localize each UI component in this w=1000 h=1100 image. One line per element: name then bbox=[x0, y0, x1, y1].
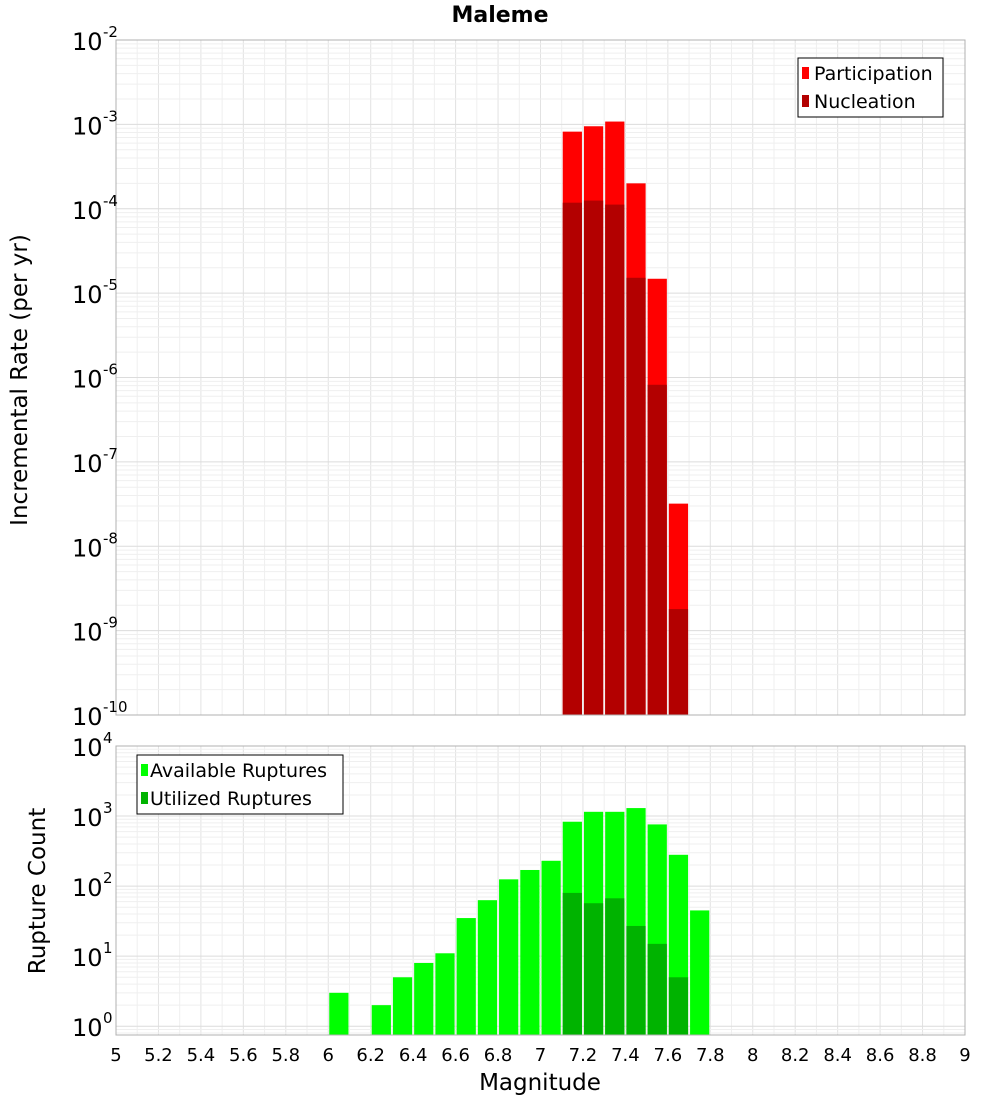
available-bar bbox=[456, 918, 476, 1035]
x-tick-label: 8.6 bbox=[866, 1045, 895, 1066]
available-bar bbox=[499, 879, 519, 1035]
x-axis-label: Magnitude bbox=[479, 1070, 601, 1096]
utilized-bar bbox=[647, 943, 667, 1035]
count-bars bbox=[329, 808, 710, 1035]
nucleation-bar bbox=[605, 204, 625, 715]
participation-legend-swatch bbox=[802, 67, 809, 79]
nucleation-bar bbox=[562, 202, 582, 716]
available-bar bbox=[435, 953, 455, 1035]
available-legend-label: Available Ruptures bbox=[150, 760, 327, 782]
utilized-legend-label: Utilized Ruptures bbox=[150, 788, 312, 810]
x-tick-label: 6.6 bbox=[441, 1045, 470, 1066]
available-bar bbox=[477, 900, 498, 1035]
x-tick-label: 6.4 bbox=[399, 1045, 428, 1066]
available-bar bbox=[392, 977, 413, 1035]
utilized-bar bbox=[668, 977, 689, 1035]
available-bar bbox=[520, 869, 540, 1035]
x-tick-label: 7.8 bbox=[696, 1045, 725, 1066]
rate-y-tick-label: 10 bbox=[72, 366, 103, 394]
x-tick-label: 5.6 bbox=[229, 1045, 258, 1066]
x-tick-label: 5 bbox=[110, 1045, 121, 1066]
rate-plot-frame bbox=[115, 39, 966, 716]
x-tick-label: 6.8 bbox=[484, 1045, 513, 1066]
rate-y-tick-exponent: -8 bbox=[103, 529, 118, 547]
rate-y-tick-label: 10 bbox=[72, 619, 103, 647]
rate-legend: Participation Nucleation bbox=[797, 57, 944, 118]
nucleation-legend-swatch bbox=[802, 95, 809, 107]
rate-grid bbox=[116, 40, 965, 715]
nucleation-bar bbox=[647, 384, 667, 715]
rate-y-tick-label: 10 bbox=[72, 28, 103, 56]
x-tick-label: 9 bbox=[959, 1045, 970, 1066]
rate-y-tick-label: 10 bbox=[72, 197, 103, 225]
x-tick-label: 5.4 bbox=[187, 1045, 216, 1066]
rate-y-tick-exponent: -3 bbox=[103, 107, 118, 125]
rate-y-tick-label: 10 bbox=[72, 450, 103, 478]
nucleation-bar bbox=[583, 200, 604, 715]
chart-title: Maleme bbox=[451, 3, 548, 28]
count-y-tick-exponent: 1 bbox=[103, 939, 113, 957]
x-tick-label: 7.2 bbox=[569, 1045, 598, 1066]
rate-y-tick-label: 10 bbox=[72, 703, 103, 731]
utilized-bar bbox=[626, 925, 646, 1035]
rate-legend-box bbox=[797, 57, 944, 118]
rate-bars bbox=[562, 121, 689, 716]
rate-y-tick-exponent: -7 bbox=[103, 445, 118, 463]
rate-y-tick-exponent: -6 bbox=[103, 361, 118, 379]
rate-y-axis-label: Incremental Rate (per yr) bbox=[7, 234, 33, 526]
rate-y-tick-exponent: -10 bbox=[103, 698, 128, 716]
participation-legend-label: Participation bbox=[814, 63, 933, 85]
count-y-tick-label: 10 bbox=[72, 944, 103, 972]
x-tick-label: 7.4 bbox=[611, 1045, 640, 1066]
x-tick-label: 8.4 bbox=[823, 1045, 852, 1066]
utilized-legend-swatch bbox=[141, 792, 148, 804]
count-y-tick-label: 10 bbox=[72, 804, 103, 832]
x-tick-label: 5.2 bbox=[144, 1045, 173, 1066]
rate-y-tick-exponent: -4 bbox=[103, 192, 118, 210]
count-y-tick-exponent: 2 bbox=[103, 869, 113, 887]
rate-y-tick-label: 10 bbox=[72, 112, 103, 140]
count-y-tick-exponent: 4 bbox=[103, 729, 113, 747]
x-tick-label: 8 bbox=[747, 1045, 758, 1066]
nucleation-bar bbox=[668, 609, 689, 715]
available-legend-swatch bbox=[141, 764, 148, 776]
x-tick-label: 6.2 bbox=[356, 1045, 385, 1066]
count-y-axis-label: Rupture Count bbox=[25, 808, 51, 974]
count-plot-frame bbox=[115, 745, 966, 1036]
x-tick-label: 8.2 bbox=[781, 1045, 810, 1066]
nucleation-legend-label: Nucleation bbox=[814, 91, 916, 113]
nucleation-bar bbox=[626, 277, 646, 715]
count-y-tick-label: 10 bbox=[72, 874, 103, 902]
available-bar bbox=[371, 1005, 391, 1035]
count-y-tick-exponent: 0 bbox=[103, 1009, 113, 1027]
available-bar bbox=[414, 962, 434, 1035]
count-y-tick-label: 10 bbox=[72, 1014, 103, 1042]
rate-y-tick-label: 10 bbox=[72, 281, 103, 309]
x-tick-label: 5.8 bbox=[271, 1045, 300, 1066]
count-legend-box bbox=[136, 754, 344, 815]
utilized-bar bbox=[562, 892, 582, 1035]
available-bar bbox=[329, 992, 349, 1035]
x-tick-labels: 5 5.2 5.4 5.6 5.8 6 6.2 6.4 6.6 6.8 7 7.2 7.4 7.6 7.8 8… bbox=[110, 1045, 970, 1066]
rate-y-tick-exponent: -9 bbox=[103, 614, 118, 632]
x-tick-label: 8.8 bbox=[908, 1045, 937, 1066]
count-y-tick-exponent: 3 bbox=[103, 799, 113, 817]
count-y-tick-label: 10 bbox=[72, 734, 103, 762]
count-legend: Available Ruptures Utilized Ruptures bbox=[136, 754, 344, 815]
x-tick-label: 7.6 bbox=[654, 1045, 683, 1066]
available-bar bbox=[690, 910, 710, 1035]
utilized-bar bbox=[605, 898, 625, 1035]
rate-y-tick-exponent: -5 bbox=[103, 276, 118, 294]
utilized-bar bbox=[583, 903, 604, 1035]
x-tick-label: 6 bbox=[323, 1045, 334, 1066]
rate-y-tick-label: 10 bbox=[72, 534, 103, 562]
x-tick-label: 7 bbox=[535, 1045, 546, 1066]
rate-y-tick-exponent: -2 bbox=[103, 23, 118, 41]
available-bar bbox=[541, 860, 561, 1035]
